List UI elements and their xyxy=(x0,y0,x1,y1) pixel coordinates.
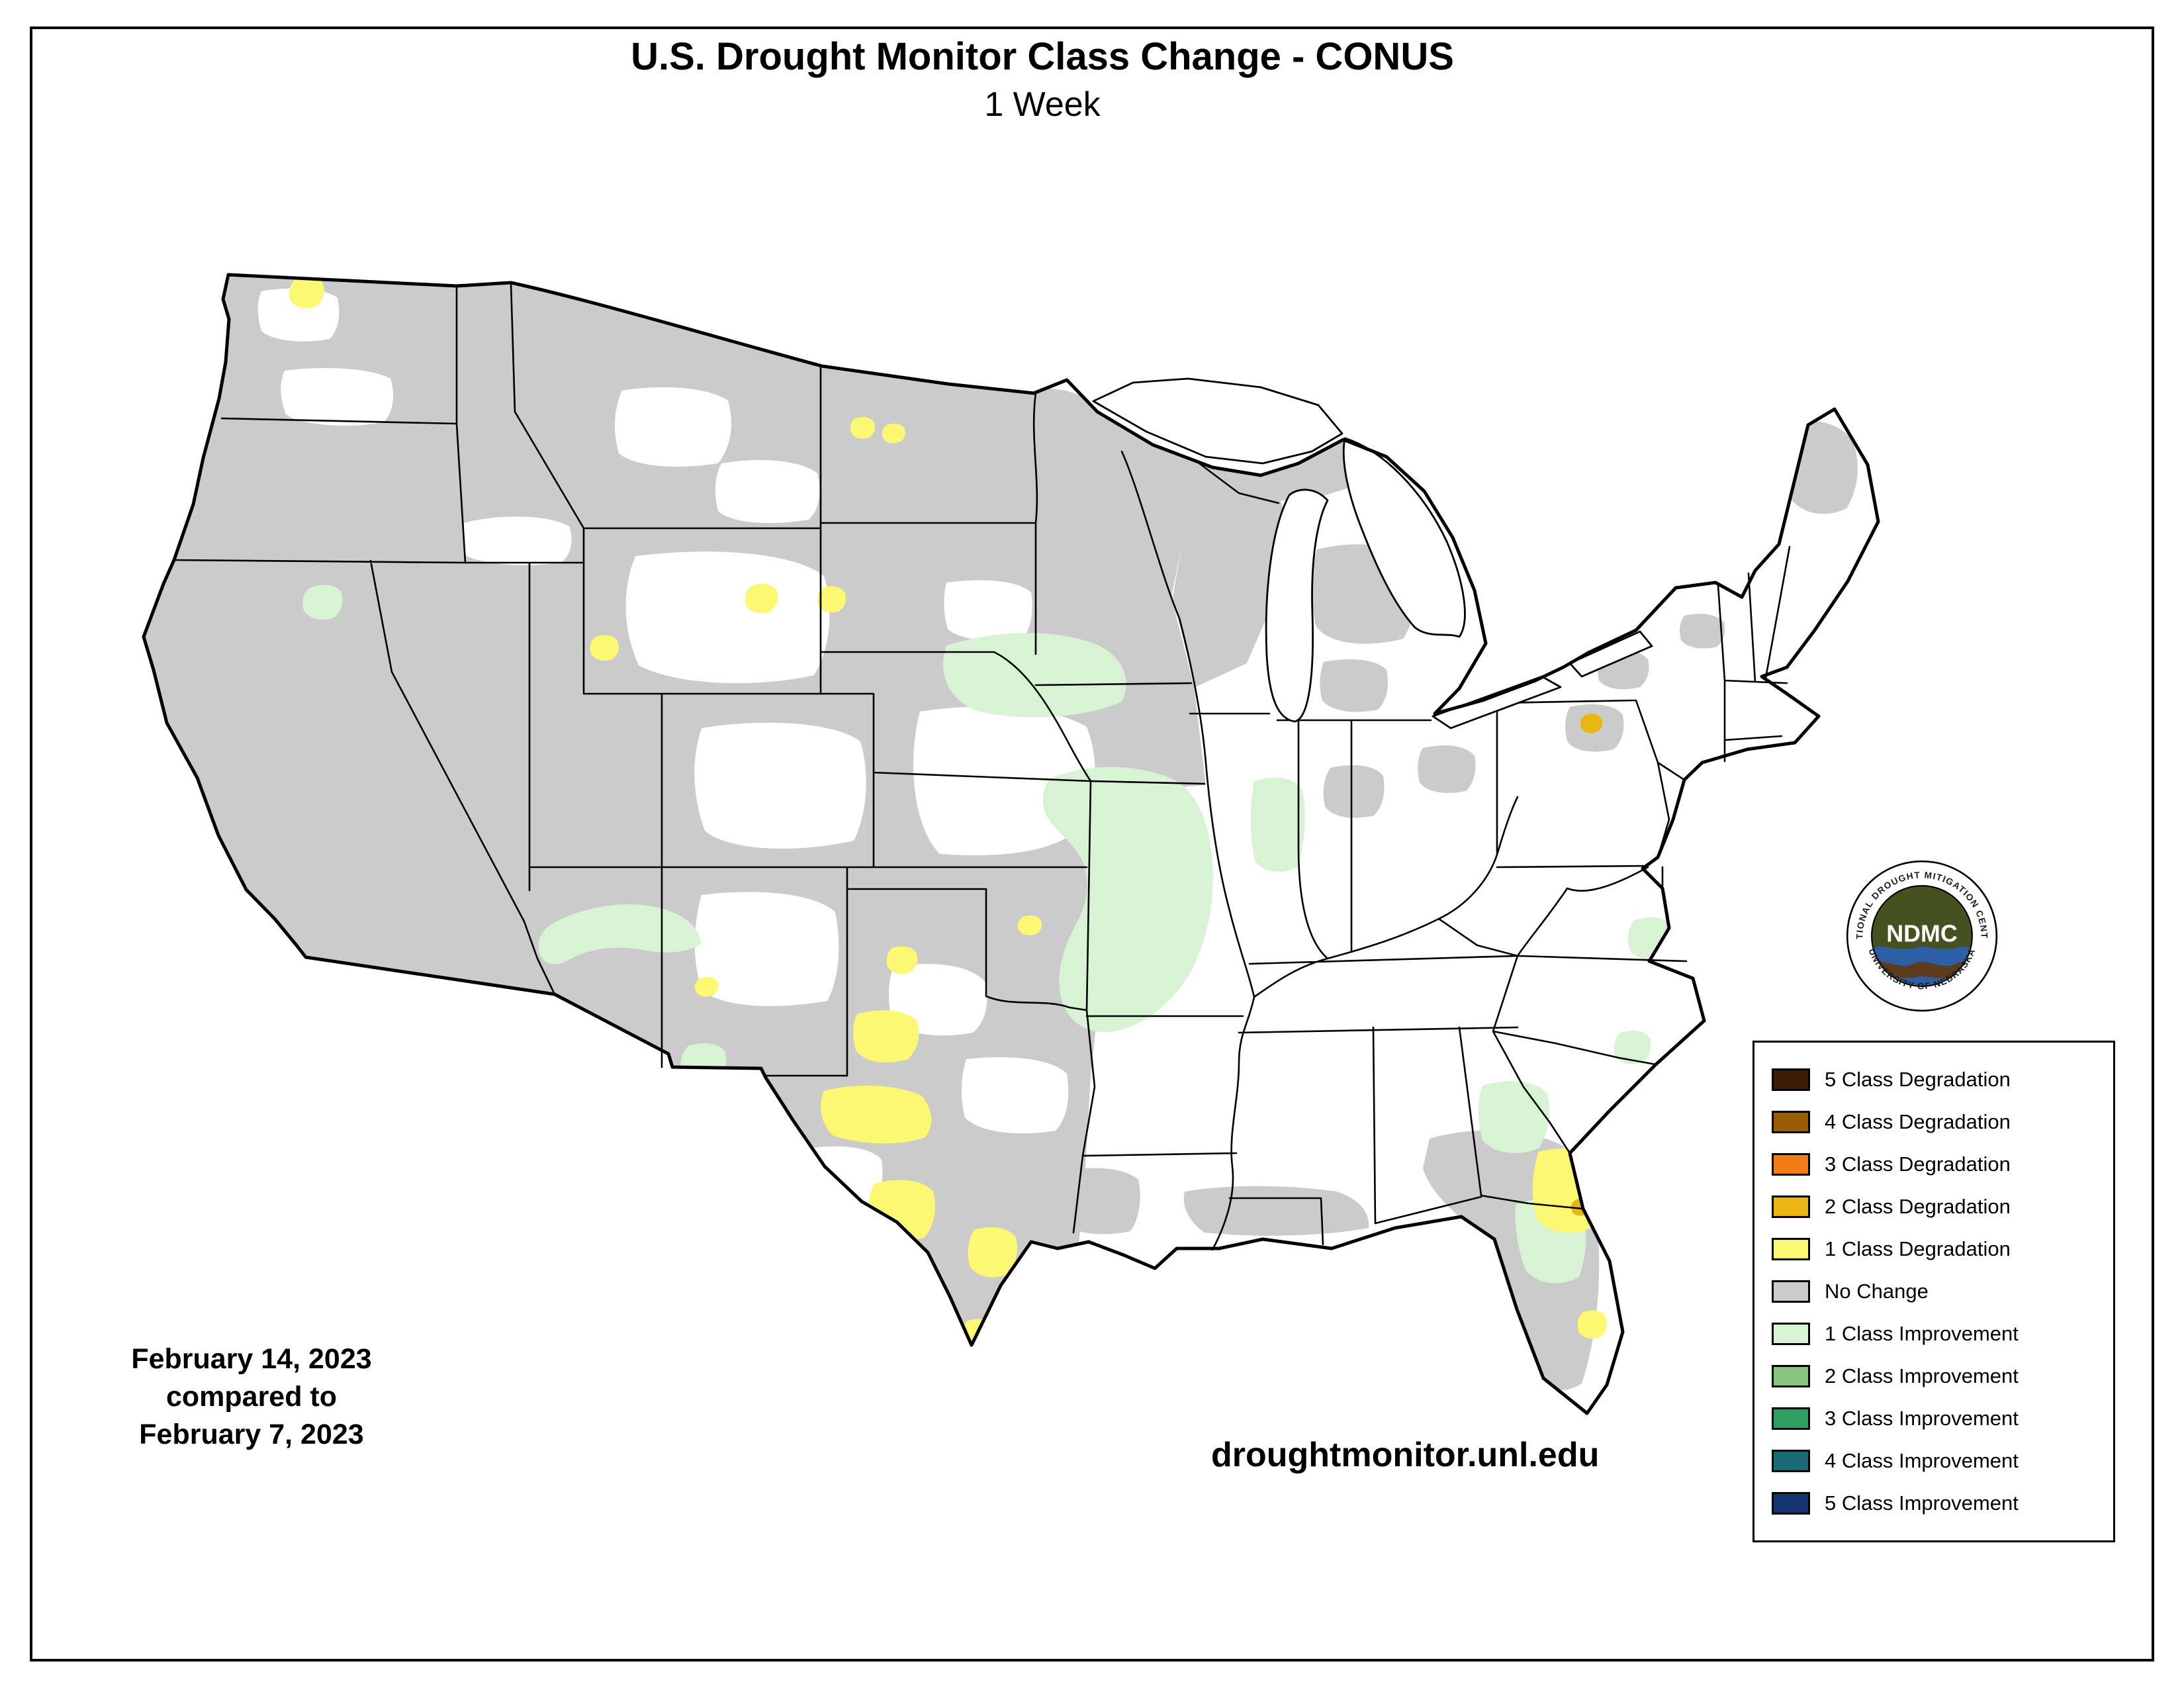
date-line-1: February 14, 2023 xyxy=(131,1343,372,1375)
legend-label: 2 Class Improvement xyxy=(1825,1364,2019,1387)
date-line-3: February 7, 2023 xyxy=(139,1418,364,1450)
legend-label: 5 Class Degradation xyxy=(1825,1068,2011,1091)
legend-swatch xyxy=(1772,1111,1810,1133)
legend-label: 1 Class Degradation xyxy=(1825,1237,2011,1260)
legend-swatch xyxy=(1772,1450,1810,1472)
legend-row: No Change xyxy=(1772,1270,2107,1313)
legend-row: 4 Class Degradation xyxy=(1772,1101,2107,1143)
page-subtitle: 1 Week xyxy=(984,85,1101,124)
legend-label: 3 Class Improvement xyxy=(1825,1407,2019,1430)
logo-acronym: NDMC xyxy=(1886,920,1958,947)
legend-swatch xyxy=(1772,1407,1810,1430)
legend-label: 3 Class Degradation xyxy=(1825,1152,2011,1176)
legend-row: 1 Class Degradation xyxy=(1772,1228,2107,1270)
date-line-2: compared to xyxy=(165,1380,338,1413)
legend-swatch xyxy=(1772,1323,1810,1345)
lake-huron xyxy=(1342,437,1466,638)
legend-row: 5 Class Improvement xyxy=(1772,1482,2107,1524)
legend-label: 5 Class Improvement xyxy=(1825,1491,2019,1515)
legend-label: 4 Class Degradation xyxy=(1825,1110,2011,1133)
legend-row: 3 Class Degradation xyxy=(1772,1143,2107,1186)
lake-superior xyxy=(1092,377,1343,465)
legend-box: 5 Class Degradation 4 Class Degradation … xyxy=(1752,1041,2115,1542)
white-patches xyxy=(257,288,1095,1207)
legend-row: 2 Class Degradation xyxy=(1772,1186,2107,1228)
great-lakes xyxy=(1092,377,1653,729)
state-borders xyxy=(173,281,1791,1251)
legend-label: 1 Class Improvement xyxy=(1825,1322,2019,1345)
improvement-patches xyxy=(302,585,1674,1284)
legend-swatch xyxy=(1772,1365,1810,1387)
ndmc-logo: NDMC NATIONAL DROUGHT MITIGATION CENTER … xyxy=(1841,851,1999,1013)
legend-row: 4 Class Improvement xyxy=(1772,1440,2107,1482)
legend-label: 4 Class Improvement xyxy=(1825,1449,2019,1472)
date-block: February 14, 2023 compared to February 7… xyxy=(79,1340,424,1453)
legend-swatch xyxy=(1772,1238,1810,1260)
lake-ontario xyxy=(1569,630,1653,678)
legend-label: 2 Class Degradation xyxy=(1825,1195,2011,1218)
legend-swatch xyxy=(1772,1153,1810,1176)
legend-swatch xyxy=(1772,1068,1810,1091)
legend-swatch xyxy=(1772,1492,1810,1515)
page-title: U.S. Drought Monitor Class Change - CONU… xyxy=(631,35,1454,78)
website-text: droughtmonitor.unl.edu xyxy=(1211,1436,1600,1474)
legend-row: 3 Class Improvement xyxy=(1772,1397,2107,1440)
legend-swatch xyxy=(1772,1280,1810,1303)
legend-row: 2 Class Improvement xyxy=(1772,1355,2107,1397)
conus-outline xyxy=(142,273,1880,1415)
legend-row: 5 Class Degradation xyxy=(1772,1058,2107,1101)
legend-label: No Change xyxy=(1825,1280,1929,1303)
lake-michigan xyxy=(1265,489,1329,723)
lake-erie xyxy=(1432,675,1562,729)
legend-row: 1 Class Improvement xyxy=(1772,1313,2107,1355)
legend-swatch xyxy=(1772,1196,1810,1218)
page-border xyxy=(30,26,2154,1662)
legend-items: 5 Class Degradation 4 Class Degradation … xyxy=(1772,1058,2107,1524)
